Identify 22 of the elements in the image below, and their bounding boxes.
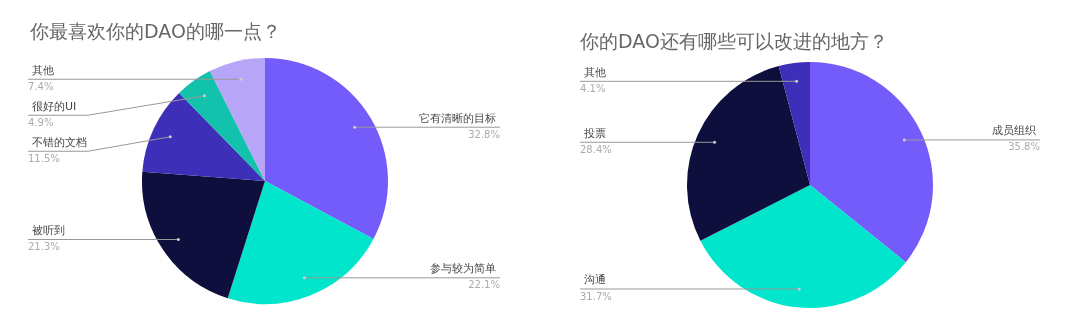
slice-label: 不错的文档 — [32, 135, 87, 149]
slice-label: 很好的UI — [32, 99, 77, 113]
slice-label: 被听到 — [32, 223, 65, 237]
chart-title: 你最喜欢你的DAO的哪一点？ — [29, 20, 281, 43]
data-label: 11.5% — [28, 152, 60, 164]
slice-label: 它有清晰的目标 — [419, 111, 496, 125]
data-label: 32.8% — [468, 128, 500, 140]
slice-label: 其他 — [32, 63, 54, 77]
data-label: 31.7% — [580, 290, 612, 302]
data-label: 22.1% — [468, 279, 500, 291]
slice-label: 投票 — [583, 126, 606, 140]
data-label: 35.8% — [1008, 141, 1040, 153]
slice-label: 沟通 — [584, 273, 606, 287]
data-label: 4.1% — [580, 82, 606, 94]
slice-label: 其他 — [584, 65, 606, 79]
chart-title: 你的DAO还有哪些可以改进的地方？ — [579, 30, 888, 53]
data-label: 21.3% — [28, 241, 60, 253]
data-label: 28.4% — [580, 143, 612, 155]
slice-label: 参与较为简单 — [430, 262, 496, 276]
data-label: 4.9% — [28, 116, 54, 128]
slice-label: 成员组织 — [992, 124, 1036, 138]
data-label: 7.4% — [28, 80, 54, 92]
